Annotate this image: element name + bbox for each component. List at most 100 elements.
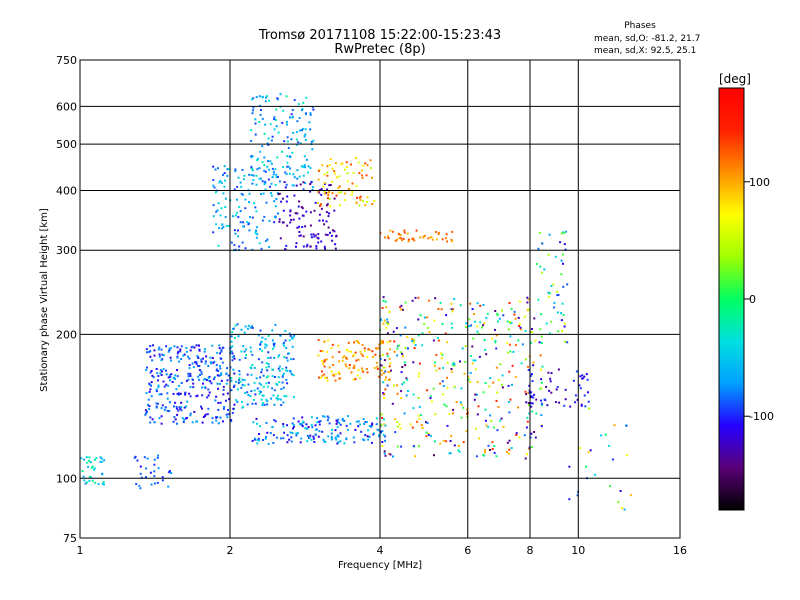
data-point xyxy=(261,402,264,404)
data-point xyxy=(306,427,309,430)
data-point xyxy=(201,394,204,397)
data-point xyxy=(153,463,156,466)
data-point xyxy=(400,371,403,374)
data-point xyxy=(312,108,315,111)
data-point xyxy=(188,392,191,395)
data-point xyxy=(269,356,272,359)
data-point xyxy=(575,370,578,373)
data-point xyxy=(272,441,275,444)
data-point xyxy=(446,386,449,389)
data-point xyxy=(430,236,433,239)
data-point xyxy=(304,138,307,141)
data-point xyxy=(387,378,390,381)
data-point xyxy=(510,321,513,324)
data-point xyxy=(272,394,275,397)
data-point xyxy=(407,240,410,243)
data-point xyxy=(225,382,228,385)
data-point xyxy=(518,325,521,327)
data-point xyxy=(437,308,440,310)
data-point xyxy=(518,323,521,325)
data-point xyxy=(275,436,278,439)
data-point xyxy=(387,237,390,240)
data-point xyxy=(491,337,494,340)
data-point xyxy=(296,212,299,215)
data-point xyxy=(228,398,231,401)
data-point xyxy=(581,377,584,380)
data-point xyxy=(375,361,378,364)
data-point xyxy=(365,368,368,370)
data-point xyxy=(265,96,267,99)
data-point xyxy=(214,399,217,402)
data-point xyxy=(323,190,326,193)
data-point xyxy=(223,172,226,175)
data-point xyxy=(218,227,220,230)
data-point xyxy=(176,356,179,359)
data-point xyxy=(256,422,258,425)
data-point xyxy=(420,424,423,426)
data-point xyxy=(453,364,456,367)
data-point xyxy=(383,423,386,426)
data-point xyxy=(251,169,254,172)
data-point xyxy=(279,237,282,240)
data-point xyxy=(256,159,259,162)
data-point xyxy=(501,386,504,389)
data-point xyxy=(189,372,192,375)
data-point xyxy=(266,403,269,406)
data-point xyxy=(250,155,253,158)
data-point xyxy=(380,413,383,416)
data-point xyxy=(285,347,288,349)
data-point xyxy=(186,416,189,419)
data-point xyxy=(350,350,352,353)
data-point xyxy=(295,434,298,437)
data-point xyxy=(451,326,454,329)
data-point xyxy=(274,216,277,219)
data-point xyxy=(264,170,267,173)
data-point xyxy=(335,176,338,179)
data-point xyxy=(283,395,286,398)
data-point xyxy=(259,329,262,332)
data-point xyxy=(300,437,303,440)
data-point xyxy=(476,302,479,305)
data-point xyxy=(418,405,421,408)
data-point xyxy=(235,380,238,383)
data-point xyxy=(418,372,420,375)
data-point xyxy=(195,395,198,398)
data-point xyxy=(509,321,512,323)
data-point xyxy=(267,351,270,354)
data-point xyxy=(224,179,226,182)
data-point xyxy=(258,121,261,124)
data-point xyxy=(545,385,548,388)
data-point xyxy=(267,160,270,163)
data-point xyxy=(533,317,536,320)
data-point xyxy=(259,425,262,428)
data-point xyxy=(562,262,564,265)
data-point xyxy=(304,128,307,131)
data-point xyxy=(212,378,215,381)
data-point xyxy=(267,334,270,337)
data-point xyxy=(186,400,189,403)
data-point xyxy=(247,394,250,396)
data-point xyxy=(307,165,310,168)
data-point xyxy=(396,347,399,350)
data-point xyxy=(103,459,106,462)
data-point xyxy=(440,357,443,360)
data-point xyxy=(258,242,261,245)
data-point xyxy=(497,406,500,409)
data-point xyxy=(548,332,551,335)
data-point xyxy=(102,481,105,483)
data-point xyxy=(283,372,285,375)
data-point xyxy=(82,475,85,478)
data-point xyxy=(412,341,415,344)
data-point xyxy=(378,343,381,346)
data-point xyxy=(274,376,276,378)
data-point xyxy=(159,372,162,375)
data-point xyxy=(326,197,329,200)
data-point xyxy=(322,362,325,365)
data-point xyxy=(501,309,503,312)
data-point xyxy=(563,325,566,328)
data-point xyxy=(211,421,214,424)
data-point xyxy=(378,435,380,438)
data-point xyxy=(467,378,470,381)
data-point xyxy=(438,367,441,370)
data-point xyxy=(168,470,171,472)
